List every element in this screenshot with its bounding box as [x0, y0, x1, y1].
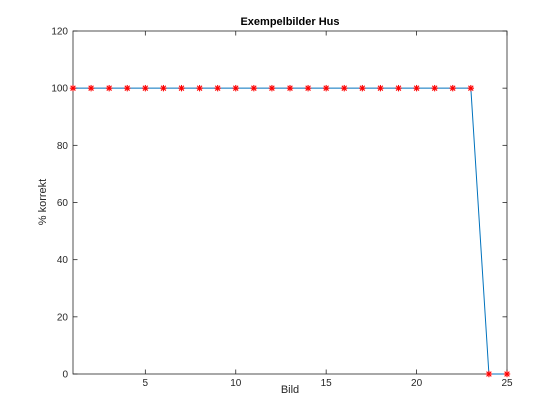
- data-point-marker: [503, 370, 511, 378]
- x-tick-label: 20: [411, 378, 423, 389]
- data-point-marker: [268, 84, 276, 92]
- data-point-marker: [286, 84, 294, 92]
- y-axis-label: % korrekt: [37, 179, 49, 225]
- data-point-marker: [232, 84, 239, 92]
- y-tick-label: 120: [51, 27, 68, 38]
- data-point-marker: [250, 84, 258, 92]
- data-point-marker: [359, 84, 366, 92]
- data-point-marker: [214, 84, 221, 92]
- data-point-marker: [467, 84, 475, 92]
- ticks-group: 5 10 15 20 25 0 20 40 60 80 100 120: [51, 27, 513, 390]
- data-point-marker: [124, 84, 131, 92]
- plot-area: [72, 30, 508, 375]
- data-point-marker: [69, 84, 77, 92]
- y-tick-label: 100: [51, 84, 68, 95]
- data-point-marker: [105, 84, 113, 92]
- data-point-marker: [449, 84, 456, 92]
- data-point-marker: [87, 84, 95, 92]
- y-tick-label: 0: [62, 370, 68, 381]
- data-point-marker: [377, 84, 384, 92]
- y-tick-label: 40: [57, 255, 69, 266]
- data-point-marker: [322, 84, 330, 92]
- x-axis-label: Bild: [281, 384, 299, 396]
- data-point-marker: [413, 84, 420, 92]
- x-tick-label: 25: [501, 378, 513, 389]
- data-point-marker: [485, 370, 493, 378]
- y-tick-label: 80: [57, 141, 69, 152]
- x-tick-label: 5: [143, 378, 149, 389]
- data-point-marker: [304, 84, 312, 92]
- x-tick-label: 15: [321, 378, 333, 389]
- markers-group: [69, 84, 511, 378]
- data-point-marker: [160, 84, 167, 92]
- x-tick-label: 10: [230, 378, 242, 389]
- data-point-marker: [395, 84, 402, 92]
- data-point-marker: [196, 84, 203, 92]
- chart-title: Exempelbilder Hus: [240, 16, 339, 28]
- y-tick-label: 20: [57, 312, 69, 323]
- y-tick-label: 60: [57, 198, 69, 209]
- data-point-marker: [142, 84, 149, 92]
- data-point-marker: [431, 84, 438, 92]
- data-point-marker: [178, 84, 185, 92]
- data-point-marker: [341, 84, 348, 92]
